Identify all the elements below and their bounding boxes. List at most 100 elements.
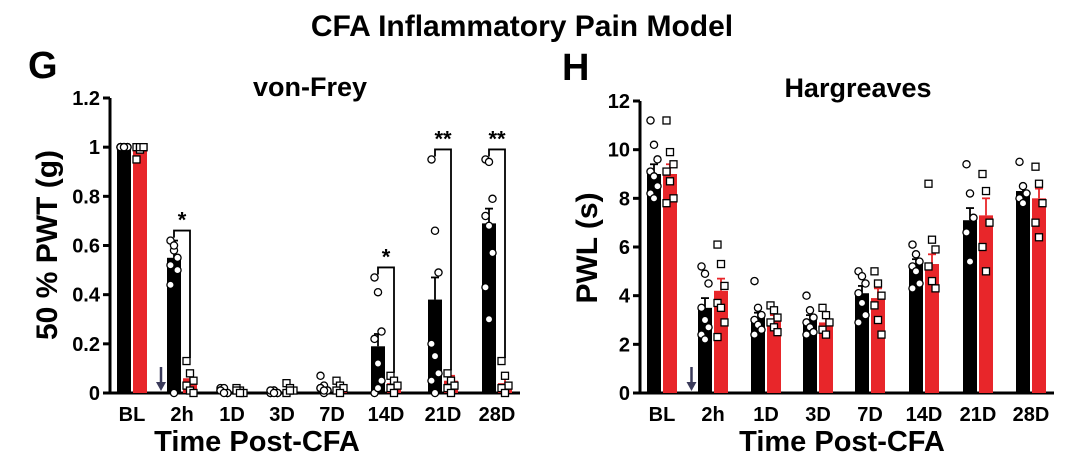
h-data-point: [870, 267, 879, 276]
g-significance-bracket: [434, 148, 452, 371]
g-y-tick-label: 1.2: [72, 88, 100, 110]
g-data-point: [389, 388, 399, 398]
h-data-point: [985, 218, 994, 227]
g-significance-bracket: [488, 148, 506, 359]
h-data-point: [809, 313, 818, 322]
h-data-point: [700, 315, 710, 325]
h-data-point: [1034, 233, 1044, 242]
g-data-point: [488, 194, 497, 204]
h-bar: [663, 174, 677, 393]
g-data-point: [373, 359, 383, 368]
g-bar: [133, 147, 147, 393]
g-x-tick-label: 2h: [170, 404, 193, 426]
h-data-point: [716, 303, 726, 312]
panel-g-plot-area: 00.20.40.60.811.2BL 2h 1D 3D 7D 14D 21D 28D****…: [72, 88, 520, 426]
g-significance-bracket: [173, 229, 191, 359]
g-significance-bracket: [377, 266, 395, 373]
h-data-point: [1034, 179, 1044, 188]
panel-h-title: Hargreaves: [784, 73, 931, 103]
h-data-point: [857, 298, 867, 308]
h-cfa-arrow-icon: [686, 382, 697, 391]
h-data-point: [662, 167, 671, 176]
h-x-tick-label: 1D: [753, 404, 779, 426]
h-data-point: [911, 267, 921, 276]
h-bar: [767, 320, 781, 393]
h-data-point: [753, 303, 763, 313]
h-data-point: [818, 303, 827, 312]
h-data-point: [931, 245, 940, 254]
g-data-point: [235, 388, 245, 398]
h-data-point: [662, 116, 671, 125]
h-data-point: [704, 279, 713, 288]
g-data-point: [504, 381, 513, 390]
h-data-point: [965, 189, 975, 198]
h-data-point: [757, 310, 766, 320]
h-data-point: [757, 325, 766, 334]
g-data-point: [139, 143, 148, 152]
h-data-point: [877, 330, 886, 339]
h-data-point: [1031, 218, 1040, 227]
h-bar: [1032, 198, 1046, 393]
h-data-point: [877, 291, 886, 300]
h-y-tick-label: 12: [608, 91, 630, 113]
panel-g-letter: G: [28, 45, 58, 87]
figure-title: CFA Inflammatory Pain Model: [311, 10, 733, 43]
g-data-point: [189, 376, 198, 385]
h-bar: [647, 174, 661, 393]
h-bar: [925, 264, 939, 393]
h-data-point: [1015, 157, 1024, 167]
g-data-point: [430, 351, 440, 361]
g-significance-label: *: [382, 244, 391, 269]
g-data-point: [484, 314, 494, 324]
h-data-point: [978, 169, 987, 179]
h-data-point: [805, 306, 815, 315]
h-data-point: [1038, 199, 1047, 208]
h-data-point: [716, 259, 726, 269]
g-data-point: [373, 287, 383, 297]
g-data-point: [377, 327, 386, 336]
h-bar: [963, 220, 977, 393]
h-data-point: [908, 284, 917, 293]
h-data-point: [981, 186, 991, 196]
h-x-tick-label: 14D: [906, 404, 943, 426]
h-data-point: [931, 284, 940, 293]
g-data-point: [169, 241, 179, 250]
h-data-point: [802, 291, 811, 300]
h-data-point: [962, 160, 971, 169]
h-y-tick-label: 6: [619, 237, 630, 259]
h-data-point: [1018, 198, 1028, 208]
h-data-point: [669, 194, 678, 203]
g-data-point: [484, 221, 494, 231]
g-data-point: [166, 260, 175, 270]
h-data-point: [927, 235, 937, 244]
g-x-tick-label: 7D: [319, 404, 345, 426]
h-data-point: [908, 240, 917, 249]
h-bar: [871, 298, 885, 393]
h-data-point: [821, 310, 831, 320]
g-data-point: [450, 381, 459, 390]
g-y-tick-label: 0.2: [72, 334, 100, 356]
h-bar: [909, 264, 923, 393]
g-data-point: [285, 386, 295, 395]
g-data-point: [434, 268, 443, 277]
g-data-point: [185, 369, 195, 378]
h-data-point: [649, 194, 659, 203]
g-significance-label: *: [178, 208, 187, 233]
h-data-point: [915, 257, 924, 266]
panel-g: G von-Frey 50 % PWT (g) Time Post-CFA 0 0…: [28, 45, 520, 458]
h-x-tick-label: 7D: [857, 404, 883, 426]
panel-h: H Hargreaves PWL (s) Time Post-CFA 0 2 4 6 8…: [562, 47, 1054, 458]
panel-g-title: von-Frey: [253, 72, 367, 102]
panel-h-x-axis-label: Time Post-CFA: [739, 426, 945, 458]
g-data-point: [316, 371, 325, 381]
h-data-point: [697, 303, 706, 313]
h-x-tick-label: BL: [649, 404, 676, 426]
h-data-point: [1022, 189, 1031, 198]
g-data-point: [219, 388, 229, 398]
panel-g-y-axis-label: 50 % PWT (g): [31, 150, 64, 340]
h-data-point: [665, 177, 675, 186]
h-data-point: [713, 332, 722, 342]
h-y-tick-label: 10: [608, 140, 630, 162]
h-y-tick-label: 8: [619, 188, 630, 210]
